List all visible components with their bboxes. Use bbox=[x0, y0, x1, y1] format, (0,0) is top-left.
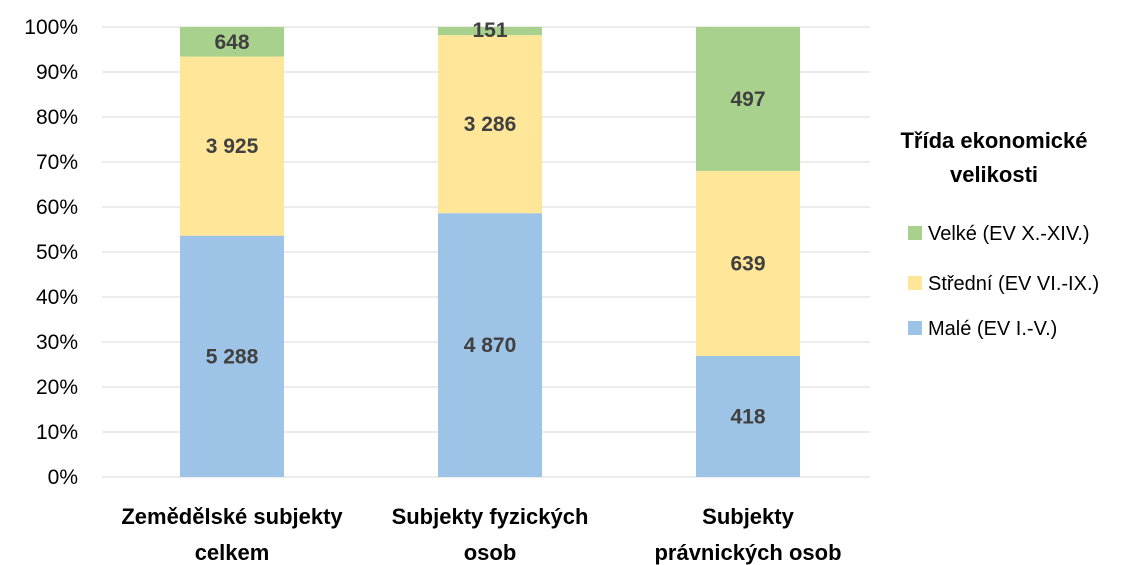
legend-swatch bbox=[908, 226, 922, 240]
bar-segment bbox=[438, 27, 542, 36]
legend-label: Střední (EV VI.-IX.) bbox=[928, 273, 1099, 295]
bar-segment bbox=[180, 27, 284, 57]
bar-segment bbox=[438, 35, 542, 214]
data-label: 418 bbox=[730, 405, 765, 428]
legend-swatch bbox=[908, 321, 922, 335]
data-label: 639 bbox=[730, 252, 765, 275]
data-label: 4 870 bbox=[464, 334, 517, 357]
y-tick-label: 30% bbox=[36, 331, 78, 354]
y-tick-label: 0% bbox=[48, 466, 78, 489]
legend-label: Malé (EV I.-V.) bbox=[928, 318, 1057, 340]
y-tick-label: 40% bbox=[36, 286, 78, 309]
data-label: 5 288 bbox=[206, 345, 259, 368]
y-tick-label: 20% bbox=[36, 376, 78, 399]
bar-segment bbox=[696, 170, 800, 356]
y-tick-label: 90% bbox=[36, 61, 78, 84]
legend-title: velikosti bbox=[950, 162, 1038, 187]
y-tick-label: 80% bbox=[36, 106, 78, 129]
category-label: celkem bbox=[195, 540, 270, 565]
y-tick-label: 60% bbox=[36, 196, 78, 219]
bar-segment bbox=[696, 355, 800, 477]
y-tick-label: 70% bbox=[36, 151, 78, 174]
bar-segment bbox=[438, 213, 542, 478]
bars: 5 288 3 925 648 4 870 3 286 151 418 639 497 bbox=[180, 19, 800, 478]
legend-label: Velké (EV X.-XIV.) bbox=[928, 223, 1090, 245]
y-tick-label: 100% bbox=[24, 16, 78, 39]
category-label: právnických osob bbox=[654, 540, 841, 565]
bar-segment bbox=[180, 235, 284, 477]
data-label: 151 bbox=[472, 19, 507, 42]
legend-swatch bbox=[908, 276, 922, 290]
category-label: Zemědělské subjekty bbox=[121, 504, 343, 529]
y-tick-label: 50% bbox=[36, 241, 78, 264]
category-label: Subjekty bbox=[702, 504, 794, 529]
legend-title: Třída ekonomické bbox=[900, 128, 1087, 153]
bar-segment bbox=[180, 56, 284, 236]
bar-segment bbox=[696, 27, 800, 171]
data-label: 3 286 bbox=[464, 113, 517, 136]
data-label: 497 bbox=[730, 88, 765, 111]
category-label: osob bbox=[464, 540, 517, 565]
y-axis: 0% 10% 20% 30% 40% 50% 60% 70% 80% 90% 100% bbox=[24, 16, 78, 489]
category-label: Subjekty fyzických bbox=[392, 504, 589, 529]
data-label: 648 bbox=[214, 31, 249, 54]
x-axis: Zemědělské subjekty celkem Subjekty fyzick… bbox=[121, 504, 841, 565]
legend: Třída ekonomické velikosti Velké (EV X.-XI… bbox=[900, 128, 1099, 340]
y-tick-label: 10% bbox=[36, 421, 78, 444]
data-label: 3 925 bbox=[206, 135, 259, 158]
